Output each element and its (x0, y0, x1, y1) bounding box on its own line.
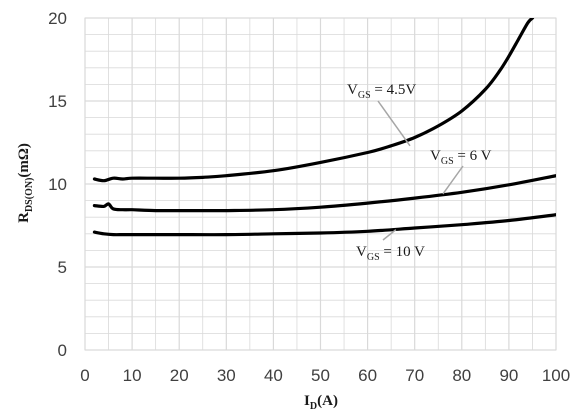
y-axis-ticks: 0 5 10 15 20 (48, 9, 67, 360)
y-tick-label: 0 (58, 341, 67, 360)
annotation-leader-line (377, 100, 411, 147)
x-tick-label: 50 (311, 366, 330, 385)
x-tick-label: 100 (542, 366, 570, 385)
grid (84, 17, 557, 351)
x-tick-label: 60 (358, 366, 377, 385)
annotation-leader-line (442, 165, 464, 195)
series-line-1 (92, 18, 535, 183)
series-label-2: VGS = 6 V (430, 148, 492, 167)
x-tick-label: 40 (264, 366, 283, 385)
x-tick-label: 30 (217, 366, 236, 385)
x-tick-label: 0 (80, 366, 89, 385)
y-axis-title: RDS(ON)(mΩ) (16, 143, 35, 223)
y-tick-label: 5 (58, 258, 67, 277)
annotation-leader-line (382, 229, 397, 241)
plot-area (84, 17, 557, 351)
x-tick-label: 10 (123, 366, 142, 385)
x-tick-label: 70 (405, 366, 424, 385)
series-label-1: VGS = 4.5V (347, 82, 416, 101)
x-axis-title: ID(A) (304, 393, 338, 412)
y-tick-label: 15 (48, 92, 67, 111)
x-tick-label: 90 (499, 366, 518, 385)
y-tick-label: 10 (48, 175, 67, 194)
series-lines (92, 18, 556, 237)
series-line-3 (92, 213, 556, 237)
y-tick-label: 20 (48, 9, 67, 28)
series-annotations: VGS = 4.5V VGS = 6 V VGS = 10 V (347, 82, 492, 263)
x-axis-ticks: 0 10 20 30 40 50 60 70 80 90 100 (80, 366, 570, 385)
x-tick-label: 20 (170, 366, 189, 385)
series-label-3: VGS = 10 V (356, 244, 425, 263)
x-tick-label: 80 (452, 366, 471, 385)
series-line-2 (92, 174, 556, 213)
